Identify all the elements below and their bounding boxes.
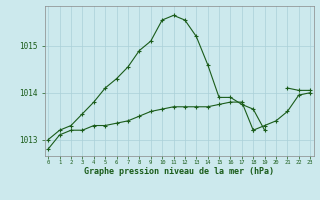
X-axis label: Graphe pression niveau de la mer (hPa): Graphe pression niveau de la mer (hPa)	[84, 167, 274, 176]
